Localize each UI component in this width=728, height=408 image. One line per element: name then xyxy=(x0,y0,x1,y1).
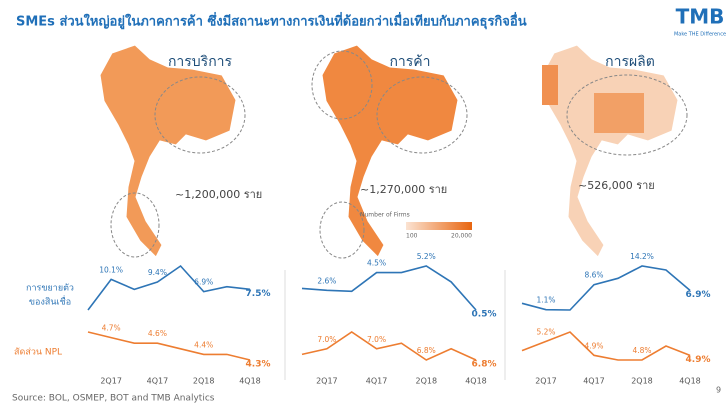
legend-min: 100 xyxy=(406,233,418,240)
value-label: 4.6% xyxy=(148,329,167,338)
map xyxy=(311,44,468,259)
map xyxy=(99,44,246,258)
slide-title: SMEs ส่วนใหญ่อยู่ในภาคการค้า ซึ่งมีสถานะ… xyxy=(16,12,527,30)
logo: TMB xyxy=(676,5,725,29)
value-label: 5.2% xyxy=(536,327,555,336)
value-label: 4.8% xyxy=(632,346,651,355)
x-tick-label: 4Q18 xyxy=(465,377,487,386)
value-label: 1.1% xyxy=(536,296,555,305)
value-label: 10.1% xyxy=(99,265,123,274)
row-label: ของสินเชื่อ xyxy=(29,295,71,308)
data-line xyxy=(301,265,477,311)
data-line xyxy=(87,264,251,311)
value-label: 4.9% xyxy=(584,341,603,350)
data-line xyxy=(521,265,691,311)
value-label: 9.4% xyxy=(148,268,167,277)
value-label: 4.4% xyxy=(194,340,213,349)
sector-title: การบริการ xyxy=(168,54,233,70)
value-label: 5.2% xyxy=(417,252,436,261)
value-label: 4.5% xyxy=(367,259,386,268)
x-tick-label: 2Q18 xyxy=(193,377,215,386)
value-label: 14.2% xyxy=(630,252,654,261)
value-label: 4.3% xyxy=(246,360,271,370)
value-label: 7.0% xyxy=(367,335,386,344)
data-line xyxy=(521,331,691,361)
logo-tagline: Make THE Difference xyxy=(674,32,726,38)
value-label: 7.0% xyxy=(317,335,336,344)
source: Source: BOL, OSMEP, BOT and TMB Analytic… xyxy=(12,394,215,404)
value-label: 0.5% xyxy=(472,310,497,320)
map xyxy=(541,44,688,258)
legend-gradient xyxy=(406,222,472,230)
x-tick-label: 2Q17 xyxy=(535,377,557,386)
row-label: การขยายตัว xyxy=(26,284,74,294)
x-tick-label: 2Q17 xyxy=(316,377,338,386)
x-tick-label: 4Q17 xyxy=(366,377,388,386)
data-line xyxy=(87,331,251,361)
sector-title: การค้า xyxy=(389,54,430,70)
legend-title: Number of Firms xyxy=(360,212,410,219)
value-label: 4.7% xyxy=(102,324,121,333)
firm-count: ~1,200,000 ราย xyxy=(175,188,262,201)
sector-title: การผลิต xyxy=(605,54,655,70)
x-tick-label: 4Q17 xyxy=(583,377,605,386)
x-tick-label: 4Q17 xyxy=(147,377,169,386)
value-label: 6.9% xyxy=(686,290,711,300)
x-tick-label: 4Q18 xyxy=(239,377,261,386)
page-number: 9 xyxy=(716,386,721,395)
firm-count: ~1,270,000 ราย xyxy=(360,183,447,196)
value-label: 4.9% xyxy=(686,355,711,365)
value-label: 7.5% xyxy=(246,289,271,299)
x-tick-label: 2Q17 xyxy=(100,377,122,386)
value-label: 2.6% xyxy=(317,276,336,285)
value-label: 8.6% xyxy=(584,271,603,280)
value-label: 6.8% xyxy=(472,360,497,370)
row-label: สัดส่วน NPL xyxy=(14,348,62,358)
data-line xyxy=(301,331,477,361)
legend-max: 20,000 xyxy=(451,233,472,240)
value-label: 6.9% xyxy=(194,278,213,287)
firm-count: ~526,000 ราย xyxy=(578,179,655,192)
value-label: 6.8% xyxy=(417,346,436,355)
x-tick-label: 2Q18 xyxy=(631,377,653,386)
x-tick-label: 4Q18 xyxy=(679,377,701,386)
x-tick-label: 2Q18 xyxy=(415,377,437,386)
